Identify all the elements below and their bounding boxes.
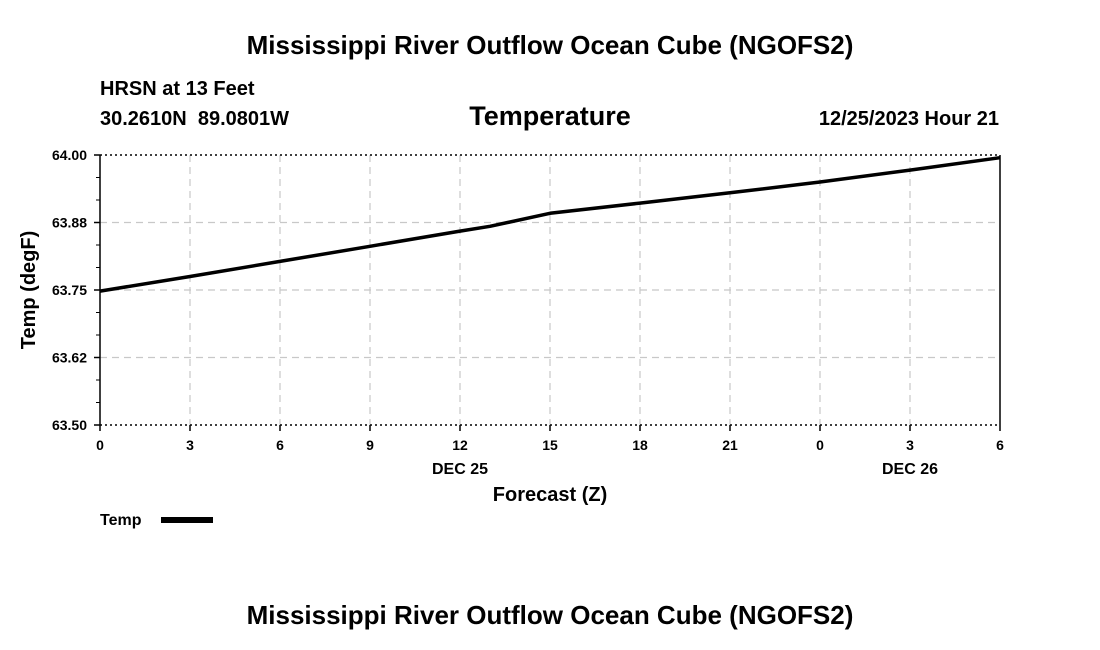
legend-label-temp: Temp xyxy=(100,512,142,529)
chart-title: Temperature xyxy=(469,101,631,131)
x-tick-label-10: 6 xyxy=(996,437,1004,453)
x-tick-label-5: 15 xyxy=(542,437,558,453)
x-tick-label-3: 9 xyxy=(366,437,374,453)
y-tick-label-4: 64.00 xyxy=(52,147,87,163)
x-tick-label-6: 18 xyxy=(632,437,648,453)
x-tick-label-0: 0 xyxy=(96,437,104,453)
y-axis-label: Temp (degF) xyxy=(18,231,40,350)
tick-labels: 0 3 6 9 12 15 18 21 0 3 6 63.50 63.62 63.75 63.88 64.00… xyxy=(52,147,1004,478)
y-tick-label-2: 63.75 xyxy=(52,282,87,298)
x-tick-label-2: 6 xyxy=(276,437,284,453)
station-coordinates: 30.2610N 89.0801W xyxy=(100,108,289,130)
bottom-title: Mississippi River Outflow Ocean Cube (NG… xyxy=(247,600,854,630)
series-layer xyxy=(99,155,1001,293)
y-tick-label-0: 63.50 xyxy=(52,417,87,433)
x-tick-label-8: 0 xyxy=(816,437,824,453)
date-label-0: DEC 25 xyxy=(432,461,488,478)
grid-lines xyxy=(100,154,1000,426)
x-tick-label-7: 21 xyxy=(722,437,738,453)
date-label-1: DEC 26 xyxy=(882,461,938,478)
series-line-temp xyxy=(99,155,1001,293)
legend-swatch-temp xyxy=(161,517,213,523)
axis-ticks xyxy=(94,154,1001,431)
x-tick-label-4: 12 xyxy=(452,437,468,453)
forecast-datetime: 12/25/2023 Hour 21 xyxy=(819,108,999,130)
x-tick-label-1: 3 xyxy=(186,437,194,453)
x-tick-label-9: 3 xyxy=(906,437,914,453)
station-label: HRSN at 13 Feet xyxy=(100,78,255,100)
x-axis-label: Forecast (Z) xyxy=(493,484,607,506)
main-title: Mississippi River Outflow Ocean Cube (NG… xyxy=(247,30,854,60)
y-tick-label-1: 63.62 xyxy=(52,350,87,366)
y-tick-label-3: 63.88 xyxy=(52,215,87,231)
